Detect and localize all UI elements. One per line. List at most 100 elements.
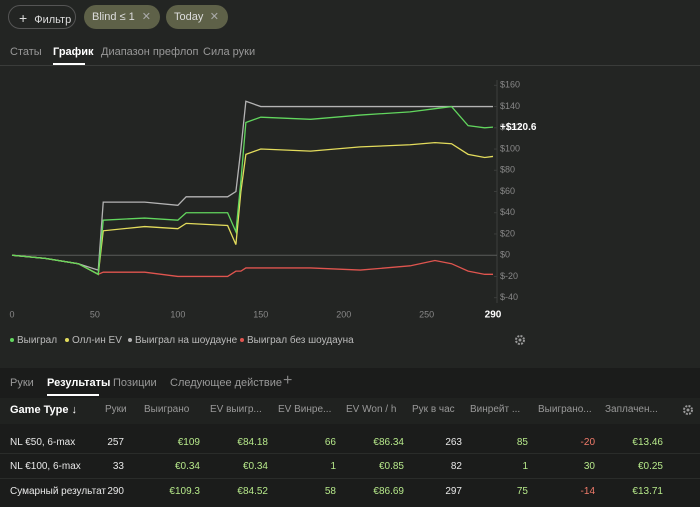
cell: €13.46	[632, 437, 663, 448]
chart: $160 $140 $120 $100 $80 $60 $40 $20 $0 $-20 $-40 0 5…	[9, 80, 537, 321]
x-tick-label: 200	[336, 309, 351, 319]
y-tick-label: $100	[500, 143, 520, 153]
y-tick-label: $140	[500, 101, 520, 111]
cell: €84.18	[237, 437, 268, 448]
x-tick-label: 100	[170, 309, 185, 319]
chip[interactable]: Blind ≤ 1 ✕	[84, 5, 160, 29]
cell: 82	[450, 461, 462, 472]
x-tick-label: 290	[485, 310, 502, 321]
row-label: NL €50, 6-max	[10, 437, 76, 448]
cell: 1	[522, 461, 528, 472]
column-header[interactable]: EV выигр...	[210, 404, 262, 415]
legend-item[interactable]: Выиграл	[10, 335, 57, 346]
tab[interactable]: Диапазон префлоп	[101, 46, 199, 58]
y-tick-label: $0	[500, 250, 510, 260]
series-line	[11, 100, 493, 271]
cell: 290	[107, 486, 124, 497]
legend-item[interactable]: Олл-ин EV	[65, 335, 122, 346]
table-header	[0, 398, 700, 424]
column-header[interactable]: Выиграно	[144, 404, 190, 415]
tab[interactable]: График	[53, 46, 94, 58]
cell: -20	[580, 437, 595, 448]
table-settings-icon[interactable]	[682, 404, 694, 416]
cell: €109	[177, 437, 200, 448]
chip-close[interactable]: ✕	[141, 11, 151, 23]
cell: €84.52	[237, 486, 268, 497]
row-label: NL €100, 6-max	[10, 461, 81, 472]
y-tick-label: $60	[500, 186, 515, 196]
tab[interactable]: Сила руки	[203, 46, 256, 58]
cell: 58	[324, 486, 336, 497]
cell: 33	[112, 461, 124, 472]
row-divider	[0, 478, 700, 479]
column-header[interactable]: EV Won / h	[346, 404, 397, 415]
filter-button[interactable]: + Фильтр	[8, 5, 76, 29]
tab[interactable]: Статы	[10, 46, 42, 58]
cell: 85	[516, 437, 528, 448]
cell: €86.34	[373, 437, 404, 448]
tab[interactable]: Руки	[10, 377, 34, 389]
tab[interactable]: Следующее действие	[170, 377, 282, 389]
x-tick-label: 150	[253, 309, 268, 319]
chip-close[interactable]: ✕	[209, 11, 219, 23]
series-line	[11, 254, 493, 278]
cell: €13.71	[632, 486, 663, 497]
legend-label: Олл-ин EV	[72, 335, 122, 346]
series-line	[11, 105, 494, 276]
x-tick-label: 0	[9, 309, 14, 319]
legend-item[interactable]: Выиграл на шоудауне	[128, 335, 237, 346]
legend-label: Выиграл	[17, 335, 58, 346]
y-tick-label: $20	[500, 228, 515, 238]
column-header[interactable]: EV Винре...	[278, 404, 332, 415]
cell: -14	[580, 486, 595, 497]
chip[interactable]: Today ✕	[166, 5, 228, 29]
cell: €0.25	[637, 461, 663, 472]
column-header[interactable]: Руки	[105, 404, 127, 415]
x-tick-label: 250	[419, 309, 434, 319]
bottom-panel	[0, 368, 700, 507]
column-header[interactable]: Винрейт ...	[470, 404, 521, 415]
column-header[interactable]: Выиграно...	[538, 404, 592, 415]
column-header[interactable]: Game Type ↓	[10, 404, 78, 416]
cell: €86.69	[373, 486, 404, 497]
plus-icon: +	[19, 10, 28, 26]
legend-dot	[10, 338, 14, 343]
chip-label: Today	[174, 11, 204, 23]
tab-underline	[47, 394, 99, 396]
cell: 297	[445, 486, 462, 497]
y-tick-label: $-40	[500, 292, 518, 302]
settings-icon[interactable]	[514, 334, 526, 346]
cell: 1	[330, 461, 336, 472]
chip-label: Blind ≤ 1	[92, 11, 135, 23]
legend-item[interactable]: Выиграл без шоудауна	[240, 335, 354, 346]
y-tick-label: $120	[500, 122, 520, 132]
legend-label: Выиграл на шоудауне	[135, 335, 238, 346]
tab[interactable]: Результаты	[47, 377, 111, 389]
add-tab[interactable]: +	[283, 372, 293, 389]
legend-label: Выиграл без шоудауна	[247, 335, 354, 346]
legend-dot	[128, 338, 132, 343]
x-tick-label: 50	[90, 309, 100, 319]
y-tick-label: $160	[500, 80, 520, 90]
column-header[interactable]: Заплачен...	[605, 404, 658, 415]
cell: 66	[324, 437, 336, 448]
cell: 257	[107, 437, 124, 448]
cell: 263	[445, 437, 462, 448]
cell: 30	[583, 461, 595, 472]
filter-label: Фильтр	[34, 14, 72, 26]
tab[interactable]: Позиции	[113, 377, 157, 389]
row-label: Сумарный результат	[10, 486, 106, 497]
tab-underline	[53, 63, 85, 65]
divider	[0, 65, 700, 66]
y-tick-label: $80	[500, 165, 515, 175]
cell: €0.34	[242, 461, 268, 472]
cell: €0.85	[378, 461, 404, 472]
y-tick-label: $40	[500, 207, 515, 217]
legend-dot	[65, 338, 69, 343]
end-label: +$120.6	[500, 122, 537, 133]
legend-dot	[240, 338, 244, 343]
column-header[interactable]: Рук в час	[412, 404, 455, 415]
series-line	[11, 142, 494, 276]
cell: 75	[516, 486, 528, 497]
